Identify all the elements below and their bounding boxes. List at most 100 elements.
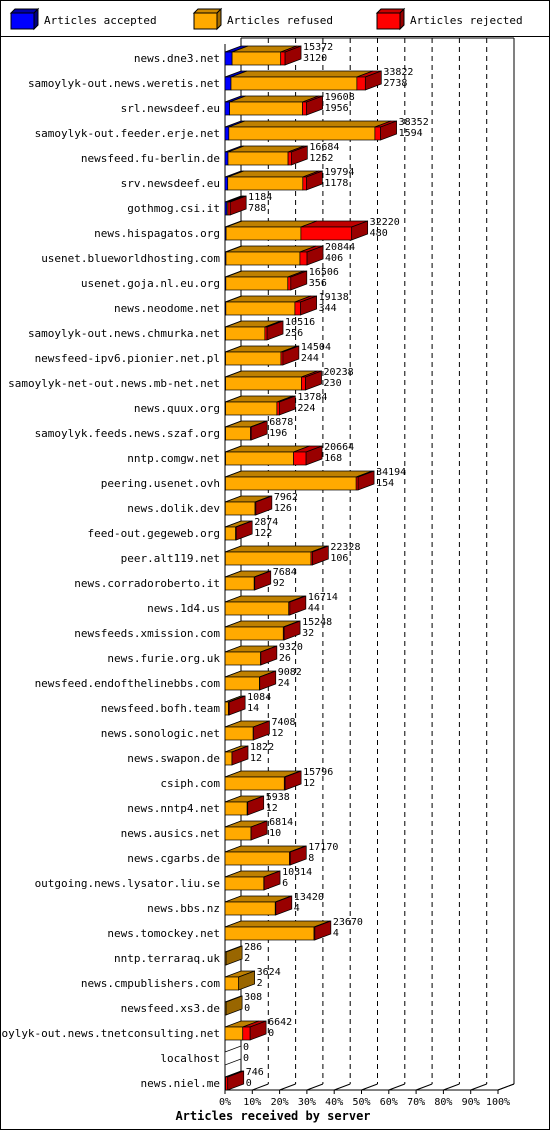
x-axis-title: Articles received by server [175,1109,370,1123]
server-label: gothmog.csi.it [127,202,220,215]
bar-row-usenet.blueworldhosting.com [225,246,323,265]
bar-rejected [357,77,365,90]
server-label: news.swapon.de [127,752,220,765]
bar-accepted [225,77,231,90]
server-label: csiph.com [160,777,220,790]
server-label: srl.newsdeef.eu [121,102,220,115]
value-label-second: 12 [271,728,283,739]
server-label: outgoing.news.lysator.liu.se [35,877,220,890]
value-label-second: 196 [269,428,287,439]
value-label-second: 4 [333,928,339,939]
value-label-total: 6814 [269,817,293,828]
legend-label-rejected: Articles rejected [410,14,523,27]
bar-rejected [295,302,301,315]
bar-refused [226,327,265,340]
value-label-second: 24 [278,678,290,689]
value-label-total: 20664 [324,442,354,453]
bar-refused [230,102,303,115]
bar-refused [225,702,228,715]
value-label-total: 1822 [250,742,274,753]
bar-accepted [225,127,229,140]
bar-refused [226,227,301,240]
value-label-total: 9082 [278,667,302,678]
bar-refused [225,677,259,690]
bar-rejected [243,1027,250,1040]
value-label-total: 5938 [266,792,290,803]
bar-refused-top [229,121,391,127]
bar-accepted [225,177,228,190]
bar-refused [226,302,295,315]
value-label-second: 406 [325,253,343,264]
bar-refused [228,152,288,165]
legend-swatch-refused-side [217,9,221,29]
server-label: news.1d4.us [147,602,220,615]
bar-refused [226,427,251,440]
bar-refused-top [231,71,373,77]
server-label: news.niel.me [141,1077,220,1090]
bar-refused-top [225,471,372,477]
server-label: news.quux.org [134,402,220,415]
legend-swatch-rejected-face [377,13,400,29]
bar-rejected [294,452,307,465]
server-label: newsfeed-ipv6.pionier.net.pl [35,352,220,365]
server-label: news.sonologic.net [101,727,220,740]
value-label-second: 106 [330,553,348,564]
value-label-total: 7408 [271,717,295,728]
bar-refused [225,527,235,540]
value-label-total: 9320 [279,642,303,653]
value-label-second: 3120 [303,53,327,64]
legend-swatch-accepted-side [34,9,38,29]
bar-refused [225,827,251,840]
value-label-second: 12 [250,753,262,764]
value-label-second: 92 [273,578,285,589]
value-label-second: 0 [243,1053,249,1064]
bar-refused [225,877,264,890]
bar-row-peering.usenet.ovh [225,471,374,490]
bar-refused [225,502,255,515]
server-label: news.corradoroberto.it [74,577,220,590]
bar-refused-top [225,921,330,927]
value-label-total: 308 [244,992,262,1003]
bar-row-news.furie.org.uk [225,646,277,665]
value-label-second: 1178 [324,178,348,189]
bar-row-srl.newsdeef.eu [225,96,323,115]
value-label-second: 0 [246,1078,252,1089]
bar-refused [225,577,254,590]
legend-swatch-refused-face [194,13,217,29]
tick-label-10: 10% [243,1097,261,1108]
bar-row-newsfeed.fu-berlin.de [225,146,307,165]
server-label: news.neodome.net [114,302,220,315]
value-label-second: 344 [319,303,337,314]
legend-swatch-rejected-side [400,9,404,29]
value-label-total: 14504 [301,342,331,353]
bar-refused [226,452,294,465]
value-label-second: 2738 [383,78,407,89]
server-label: samoylyk-net-out.news.mb-net.net [8,377,220,390]
bar-refused [225,727,253,740]
value-label-second: 1252 [309,153,333,164]
bar-refused [225,927,314,940]
server-label: peering.usenet.ovh [101,477,220,490]
server-label: newsfeeds.xmission.com [74,627,220,640]
value-label-total: 6878 [269,417,293,428]
bar-rejected [301,227,352,240]
value-label-total: 20844 [325,242,355,253]
bar-row-peer.alt119.net [225,546,328,565]
server-label: samoylyk-out.news.tnetconsulting.net [0,1027,220,1040]
server-label: usenet.blueworldhosting.com [41,252,220,265]
bar-accepted [225,152,228,165]
value-label-total: 13784 [297,392,327,403]
value-label-second: 1594 [399,128,423,139]
bar-accepted [225,102,230,115]
server-label: news.dolik.dev [127,502,220,515]
value-label-total: 7684 [273,567,297,578]
bar-refused [225,627,283,640]
bar-refused [225,652,260,665]
bar-refused [225,477,356,490]
value-label-second: 168 [324,453,342,464]
bar-accepted [225,52,232,65]
tick-label-60: 60% [380,1097,398,1108]
bar-row-news.neodome.net [225,296,317,315]
value-label-second: 10 [269,828,281,839]
